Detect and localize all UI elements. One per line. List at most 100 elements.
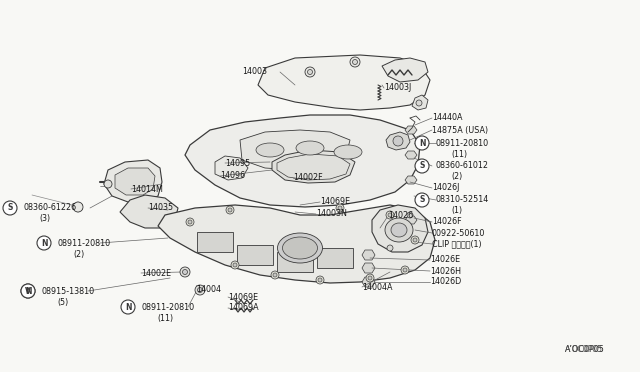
Circle shape bbox=[350, 57, 360, 67]
Polygon shape bbox=[104, 160, 162, 202]
Circle shape bbox=[271, 271, 279, 279]
Circle shape bbox=[413, 238, 417, 242]
Circle shape bbox=[338, 206, 342, 210]
Text: 14003: 14003 bbox=[242, 67, 267, 77]
Polygon shape bbox=[115, 168, 155, 195]
Text: 14004A: 14004A bbox=[362, 282, 392, 292]
Polygon shape bbox=[405, 126, 417, 134]
Circle shape bbox=[186, 218, 194, 226]
Text: 14026E: 14026E bbox=[430, 256, 460, 264]
Text: CLIP クリップ(1): CLIP クリップ(1) bbox=[432, 240, 482, 248]
Circle shape bbox=[415, 136, 429, 150]
Circle shape bbox=[182, 269, 188, 275]
Text: 08911-20810: 08911-20810 bbox=[58, 238, 111, 247]
Text: N: N bbox=[41, 238, 47, 247]
Text: 14026: 14026 bbox=[388, 212, 413, 221]
Text: S: S bbox=[419, 196, 425, 205]
Text: (3): (3) bbox=[39, 215, 50, 224]
Ellipse shape bbox=[296, 141, 324, 155]
Polygon shape bbox=[74, 202, 83, 212]
Circle shape bbox=[387, 245, 393, 251]
Circle shape bbox=[415, 193, 429, 207]
Circle shape bbox=[21, 284, 35, 298]
Text: 08360-61012: 08360-61012 bbox=[436, 161, 489, 170]
Polygon shape bbox=[362, 250, 375, 260]
Text: 14026F: 14026F bbox=[432, 218, 461, 227]
Polygon shape bbox=[405, 216, 417, 224]
Circle shape bbox=[307, 70, 312, 74]
Text: N: N bbox=[25, 286, 31, 295]
Circle shape bbox=[411, 236, 419, 244]
Circle shape bbox=[233, 263, 237, 267]
Polygon shape bbox=[386, 132, 410, 150]
Text: 14096: 14096 bbox=[220, 171, 245, 180]
Circle shape bbox=[226, 206, 234, 214]
Polygon shape bbox=[382, 58, 428, 82]
Ellipse shape bbox=[334, 145, 362, 159]
Polygon shape bbox=[197, 232, 233, 252]
Polygon shape bbox=[362, 263, 375, 273]
Polygon shape bbox=[215, 156, 248, 180]
Polygon shape bbox=[272, 150, 355, 183]
Circle shape bbox=[195, 285, 205, 295]
Text: 14003N: 14003N bbox=[316, 209, 347, 218]
Ellipse shape bbox=[385, 218, 413, 242]
Text: (11): (11) bbox=[157, 314, 173, 323]
Circle shape bbox=[415, 159, 429, 173]
Text: (1): (1) bbox=[451, 206, 462, 215]
Polygon shape bbox=[277, 252, 313, 272]
Ellipse shape bbox=[282, 237, 317, 259]
Circle shape bbox=[188, 220, 192, 224]
Circle shape bbox=[73, 202, 83, 212]
Circle shape bbox=[416, 100, 422, 106]
Text: 14035: 14035 bbox=[148, 203, 173, 212]
Text: 08911-20810: 08911-20810 bbox=[436, 138, 489, 148]
Text: 14026D: 14026D bbox=[430, 278, 461, 286]
Circle shape bbox=[388, 213, 392, 217]
Text: A’OC0P05: A’OC0P05 bbox=[565, 346, 605, 355]
Text: 08310-52514: 08310-52514 bbox=[436, 196, 489, 205]
Text: S: S bbox=[7, 203, 13, 212]
Circle shape bbox=[3, 201, 17, 215]
Polygon shape bbox=[362, 277, 375, 287]
Text: 00922-50610: 00922-50610 bbox=[432, 228, 485, 237]
Text: 14003J: 14003J bbox=[384, 83, 412, 93]
Text: 08915-13810: 08915-13810 bbox=[42, 286, 95, 295]
Polygon shape bbox=[412, 95, 428, 110]
Circle shape bbox=[401, 266, 409, 274]
Text: N: N bbox=[419, 138, 425, 148]
Text: 14095: 14095 bbox=[225, 158, 250, 167]
Text: 14069A: 14069A bbox=[228, 304, 259, 312]
Text: (2): (2) bbox=[73, 250, 84, 259]
Text: (5): (5) bbox=[57, 298, 68, 307]
Text: 14002E: 14002E bbox=[141, 269, 171, 278]
Text: 14026H: 14026H bbox=[430, 266, 461, 276]
Polygon shape bbox=[405, 151, 417, 159]
Text: V: V bbox=[25, 286, 31, 295]
Polygon shape bbox=[158, 205, 435, 283]
Text: N: N bbox=[125, 302, 131, 311]
Circle shape bbox=[180, 267, 190, 277]
Text: A’OC0P05: A’OC0P05 bbox=[565, 346, 603, 355]
Circle shape bbox=[305, 67, 315, 77]
Polygon shape bbox=[185, 115, 420, 207]
Text: 08360-61226: 08360-61226 bbox=[24, 203, 77, 212]
Circle shape bbox=[121, 300, 135, 314]
Polygon shape bbox=[240, 130, 350, 170]
Circle shape bbox=[273, 273, 277, 277]
Text: 14440A: 14440A bbox=[432, 113, 463, 122]
Text: 14069E: 14069E bbox=[320, 198, 350, 206]
Text: 14002F: 14002F bbox=[293, 173, 323, 183]
Circle shape bbox=[21, 284, 35, 298]
Text: (11): (11) bbox=[451, 150, 467, 158]
Circle shape bbox=[37, 236, 51, 250]
Circle shape bbox=[407, 212, 413, 218]
Circle shape bbox=[231, 261, 239, 269]
Text: 14026J: 14026J bbox=[432, 183, 460, 192]
Circle shape bbox=[228, 208, 232, 212]
Text: 14069E: 14069E bbox=[228, 292, 258, 301]
Text: 14014M: 14014M bbox=[131, 185, 163, 193]
Polygon shape bbox=[258, 55, 430, 110]
Polygon shape bbox=[405, 176, 417, 184]
Circle shape bbox=[198, 288, 202, 292]
